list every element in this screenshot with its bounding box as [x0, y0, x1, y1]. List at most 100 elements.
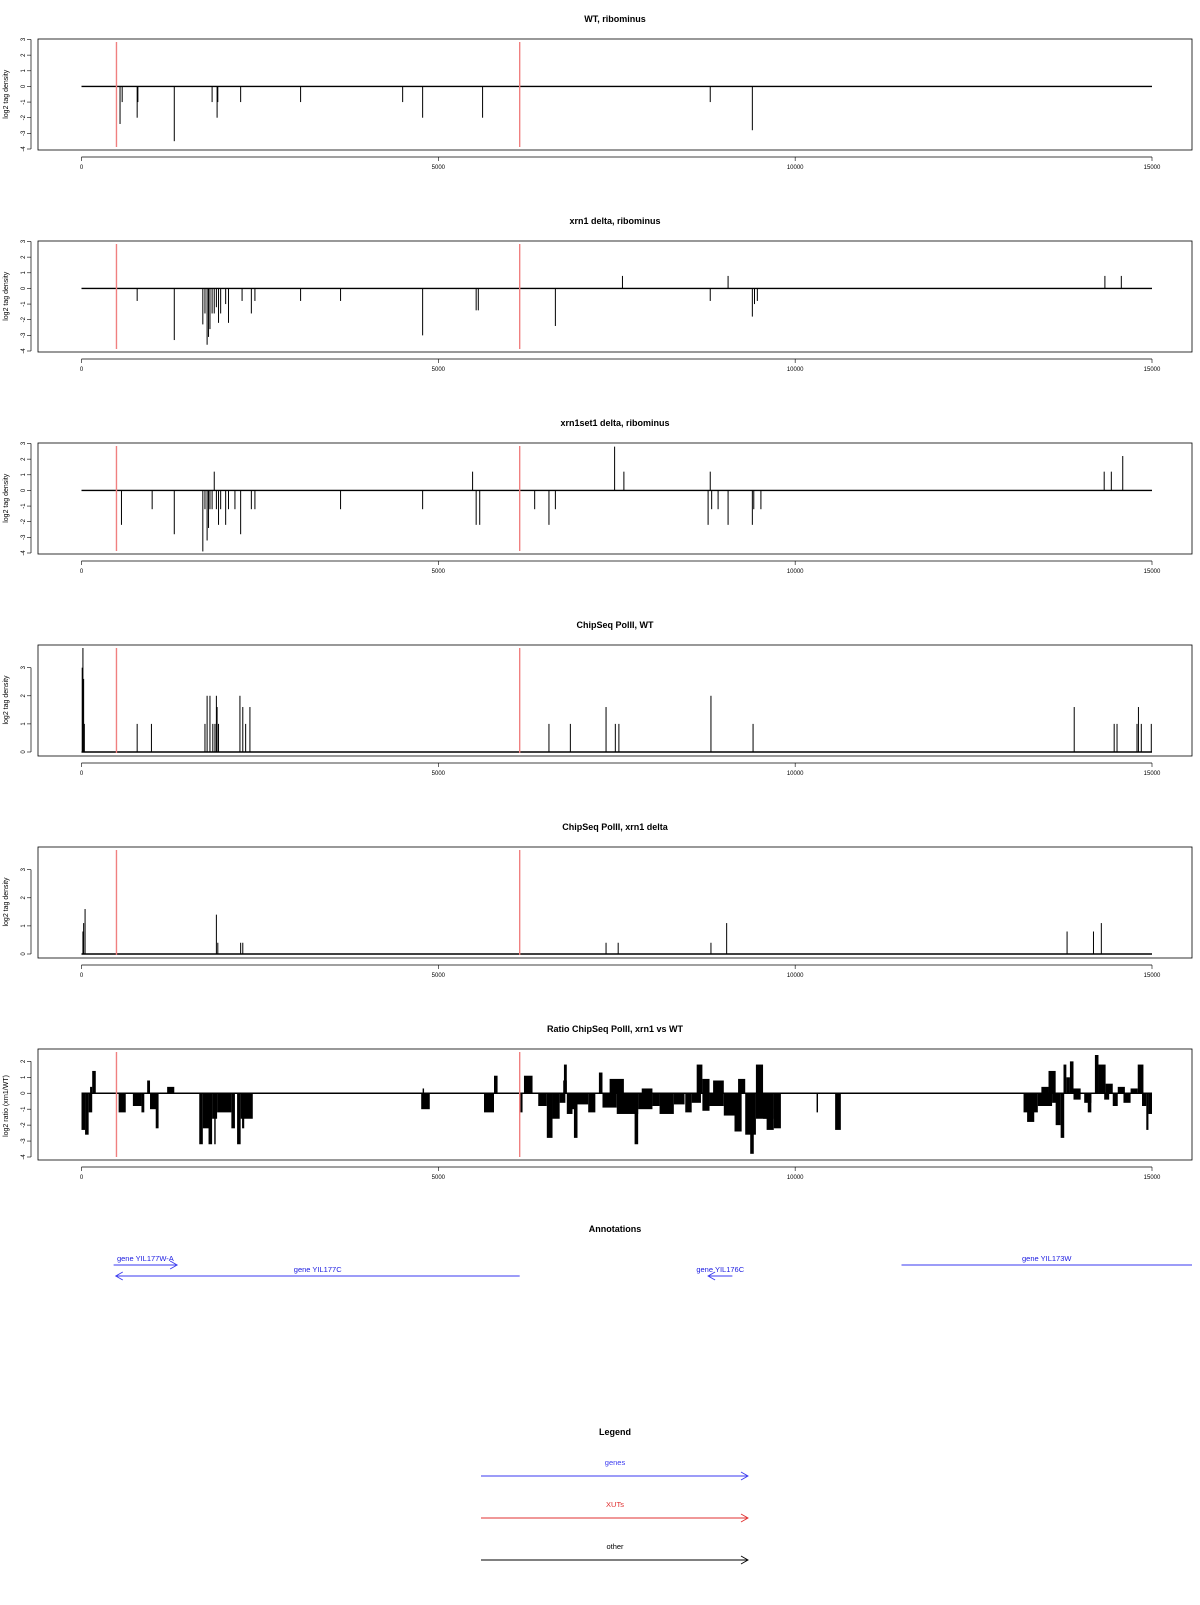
data-segment: [1066, 1077, 1070, 1094]
data-segment: [1104, 1093, 1110, 1100]
y-axis-label: log2 tag density: [3, 271, 10, 321]
data-segment: [602, 1093, 617, 1108]
data-segment: [118, 1093, 126, 1113]
data-segment: [559, 1093, 566, 1103]
data-segment: [155, 1093, 159, 1129]
y-tick-label: -3: [21, 332, 27, 338]
data-segment: [167, 1086, 175, 1094]
y-tick-label: -1: [21, 1106, 27, 1112]
data-segment: [422, 1088, 425, 1094]
data-segment: [242, 1093, 245, 1129]
y-tick-label: -2: [21, 316, 27, 322]
y-tick-label: -3: [21, 130, 27, 136]
y-tick-label: 2: [21, 53, 27, 57]
annotations-title: Annotations: [589, 1224, 642, 1234]
data-segment: [199, 1093, 203, 1145]
y-tick-label: -4: [21, 1154, 27, 1160]
plot-frame: [37, 1048, 1193, 1161]
y-axis-label: log2 tag density: [3, 69, 10, 119]
x-tick-label: 0: [80, 165, 84, 171]
data-segment: [1146, 1093, 1149, 1130]
gene-arrowhead: [169, 1260, 179, 1270]
data-segment: [1094, 1055, 1099, 1094]
y-tick-label: 0: [21, 1091, 27, 1095]
x-tick-label: 15000: [1144, 165, 1161, 171]
data-segment: [755, 1093, 767, 1119]
y-tick-label: 2: [21, 1059, 27, 1063]
data-segment: [766, 1093, 774, 1130]
data-segment: [1137, 1064, 1144, 1094]
x-tick-label: 0: [80, 771, 84, 777]
data-segment: [1142, 1093, 1147, 1106]
legend-arrowhead: [740, 1471, 749, 1481]
panel-title: xrn1 delta, ribominus: [569, 216, 660, 226]
panel-title: ChipSeq PolII, WT: [577, 620, 654, 630]
gene-arrowhead: [114, 1271, 123, 1281]
data-segment: [673, 1093, 685, 1105]
data-segment: [566, 1093, 573, 1114]
data-segment: [835, 1093, 841, 1130]
panel-0: WT, ribominus log2 tag density 3 2 1 0 -1 -2 -3 -…: [3, 14, 1193, 171]
data-segment: [773, 1093, 781, 1129]
data-segment: [493, 1075, 498, 1094]
y-tick-label: -3: [21, 1138, 27, 1144]
x-tick-label: 0: [80, 973, 84, 979]
data-segment: [1048, 1070, 1056, 1094]
data-segment: [90, 1086, 93, 1094]
data-segment: [1123, 1093, 1131, 1103]
panel-title: xrn1set1 delta, ribominus: [560, 418, 669, 428]
data-segment: [738, 1078, 746, 1094]
data-segment: [1063, 1064, 1067, 1094]
panel-4: ChipSeq PolII, xrn1 delta log2 tag densit…: [3, 822, 1193, 979]
legend-panel: Legend genes XUTs other: [481, 1427, 749, 1565]
x-tick-label: 10000: [787, 367, 804, 373]
data-segment: [734, 1093, 742, 1132]
y-tick-label: -1: [21, 301, 27, 307]
plot-frame: [37, 846, 1193, 959]
data-segment: [150, 1093, 158, 1110]
panel-3: ChipSeq PolII, WT log2 tag density 3 2 1 0 0 50…: [3, 620, 1193, 777]
y-tick-label: 1: [21, 1075, 27, 1079]
data-segment: [1087, 1093, 1092, 1113]
x-tick-label: 15000: [1144, 569, 1161, 575]
plot-frame: [37, 240, 1193, 353]
y-tick-label: 0: [21, 952, 27, 956]
x-tick-label: 0: [80, 367, 84, 373]
legend-title: Legend: [599, 1427, 631, 1437]
x-tick-label: 5000: [432, 569, 446, 575]
data-segment: [588, 1093, 596, 1113]
data-segment: [1148, 1093, 1152, 1114]
gene-arrowhead: [707, 1271, 716, 1281]
data-segment: [755, 1064, 764, 1094]
y-tick-label: 1: [21, 924, 27, 928]
data-segment: [659, 1093, 674, 1114]
panel-2: xrn1set1 delta, ribominus log2 tag densit…: [3, 418, 1193, 575]
y-tick-label: -2: [21, 114, 27, 120]
x-tick-label: 5000: [432, 973, 446, 979]
y-tick-label: -4: [21, 146, 27, 152]
data-segment: [92, 1070, 96, 1094]
x-tick-label: 5000: [432, 165, 446, 171]
y-tick-label: 3: [21, 37, 27, 41]
legend-label: XUTs: [606, 1500, 624, 1509]
y-tick-label: -3: [21, 534, 27, 540]
data-segment: [1041, 1086, 1049, 1094]
plot-frame: [37, 38, 1193, 151]
x-tick-label: 10000: [787, 771, 804, 777]
y-tick-label: 3: [21, 441, 27, 445]
data-segment: [147, 1080, 151, 1094]
y-tick-label: 0: [21, 488, 27, 492]
y-tick-label: 2: [21, 693, 27, 697]
y-tick-label: 2: [21, 457, 27, 461]
panel-title: ChipSeq PolII, xrn1 delta: [562, 822, 669, 832]
y-tick-label: 3: [21, 239, 27, 243]
panel-title: Ratio ChipSeq PolII, xrn1 vs WT: [547, 1024, 684, 1034]
y-axis-label: log2 tag density: [3, 675, 10, 725]
data-segment: [1027, 1093, 1035, 1122]
data-segment: [546, 1093, 553, 1138]
data-segment: [598, 1072, 603, 1094]
data-segment: [709, 1093, 724, 1106]
y-tick-label: -2: [21, 1122, 27, 1128]
legend-arrowhead: [740, 1555, 749, 1565]
y-tick-label: 3: [21, 665, 27, 669]
